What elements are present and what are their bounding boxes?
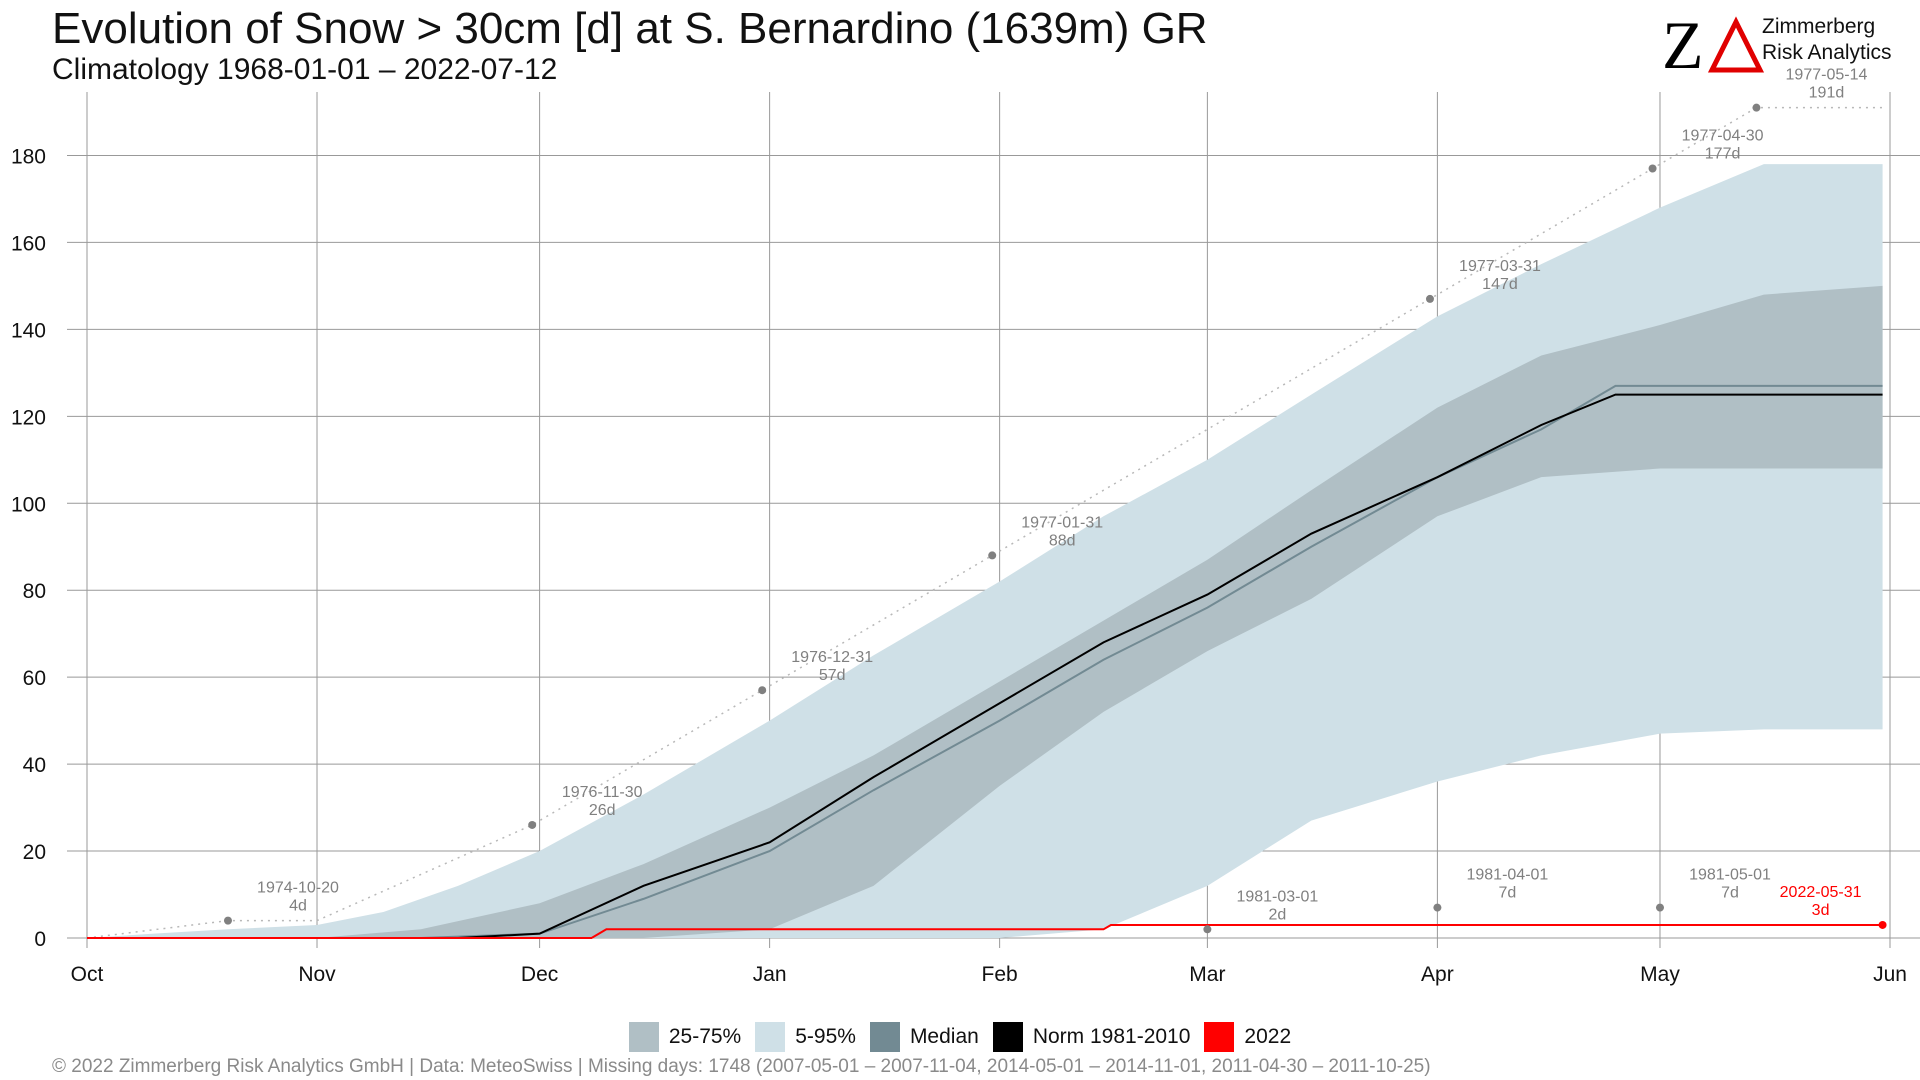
x-tick-label: Mar — [1189, 963, 1225, 986]
record-point — [988, 551, 997, 560]
y-tick-label: 100 — [11, 493, 46, 516]
x-tick-label: Nov — [298, 963, 336, 986]
legend-swatch-iqr — [628, 1022, 659, 1052]
annotation-days: 57d — [819, 667, 846, 684]
legend-item-5-95: 5-95% — [755, 1022, 856, 1052]
chart-subtitle: Climatology 1968-01-01 – 2022-07-12 — [52, 53, 558, 86]
annotation-days: 88d — [1049, 532, 1076, 549]
legend-swatch-5-95 — [755, 1022, 786, 1052]
current-line — [87, 923, 1883, 939]
annotation-date: 1977-04-30 — [1682, 128, 1764, 145]
record-point — [528, 820, 537, 829]
annotation-date: 1977-01-31 — [1021, 514, 1103, 531]
chart-title: Evolution of Snow > 30cm [d] at S. Berna… — [52, 4, 1208, 53]
record-point — [1203, 925, 1212, 934]
logo-line-1: Zimmerberg — [1762, 15, 1876, 38]
legend-item-2022: 2022 — [1204, 1022, 1291, 1052]
legend-label-5-95: 5-95% — [795, 1025, 856, 1048]
annotation-days: 191d — [1809, 85, 1845, 102]
annotation-date: 1977-05-14 — [1786, 67, 1868, 84]
y-tick-label: 120 — [11, 406, 46, 429]
x-tick-label: Oct — [71, 963, 104, 986]
annotation-date: 1974-10-20 — [257, 880, 339, 897]
record-point — [1425, 294, 1434, 303]
record-point — [1655, 903, 1664, 912]
record-point — [1878, 920, 1887, 929]
x-tick-label: Jun — [1873, 963, 1907, 986]
chart-legend: 25-75% 5-95% Median Norm 1981-2010 2022 — [0, 1020, 1920, 1054]
legend-item-median: Median — [869, 1022, 979, 1052]
y-tick-label: 80 — [23, 580, 46, 603]
annotation-days: 4d — [289, 898, 307, 915]
x-tick-label: Feb — [982, 963, 1018, 986]
record-point — [1752, 103, 1761, 112]
annotation-days: 147d — [1482, 276, 1518, 293]
logo-text: Zimmerberg Risk Analytics — [1762, 14, 1892, 66]
annotation-days: 2d — [1268, 906, 1286, 923]
record-point — [1648, 164, 1657, 173]
annotation-days: 177d — [1705, 146, 1741, 163]
y-tick-label: 180 — [11, 145, 46, 168]
legend-item-norm: Norm 1981-2010 — [992, 1022, 1191, 1052]
legend-label-2022: 2022 — [1244, 1025, 1292, 1048]
annotation-days: 3d — [1812, 902, 1830, 919]
y-tick-label: 0 — [34, 928, 46, 951]
annotation-date: 1981-04-01 — [1466, 867, 1548, 884]
y-tick-label: 40 — [23, 754, 46, 777]
legend-label-norm: Norm 1981-2010 — [1032, 1025, 1191, 1048]
annotation-date: 1981-05-01 — [1689, 867, 1771, 884]
record-point — [1433, 903, 1442, 912]
median-line — [87, 384, 1883, 939]
x-tick-label: Jan — [753, 963, 787, 986]
y-tick-label: 140 — [11, 319, 46, 342]
legend-label-iqr: 25-75% — [668, 1025, 742, 1048]
logo-line-2: Risk Analytics — [1762, 41, 1892, 64]
x-tick-label: May — [1640, 963, 1680, 986]
legend-swatch-norm — [992, 1022, 1023, 1052]
record-point — [758, 686, 767, 695]
norm-line — [87, 393, 1883, 939]
annotation-days: 7d — [1721, 885, 1739, 902]
svg-text:Z: Z — [1662, 10, 1704, 80]
annotation-days: 7d — [1498, 885, 1516, 902]
x-tick-label: Dec — [521, 963, 558, 986]
x-tick-label: Apr — [1421, 963, 1454, 986]
y-tick-label: 160 — [11, 232, 46, 255]
legend-label-median: Median — [909, 1025, 979, 1048]
annotation-days: 26d — [589, 802, 616, 819]
footer-credits: © 2022 Zimmerberg Risk Analytics GmbH | … — [52, 1056, 1431, 1077]
legend-swatch-median — [869, 1022, 900, 1052]
legend-swatch-2022 — [1204, 1022, 1235, 1052]
za-logo-icon: Z — [1662, 10, 1765, 80]
annotation-date: 1976-12-31 — [791, 649, 873, 666]
legend-item-iqr: 25-75% — [628, 1022, 742, 1052]
annotation-date: 2022-05-31 — [1780, 884, 1862, 901]
annotation-date: 1981-03-01 — [1236, 888, 1318, 905]
annotation-date: 1976-11-30 — [562, 784, 643, 801]
record-point — [223, 916, 232, 925]
band-25-75 — [87, 285, 1883, 938]
band-5-95 — [87, 164, 1883, 938]
annotation-date: 1977-03-31 — [1459, 258, 1541, 275]
y-tick-label: 20 — [23, 841, 46, 864]
y-tick-label: 60 — [23, 667, 46, 690]
